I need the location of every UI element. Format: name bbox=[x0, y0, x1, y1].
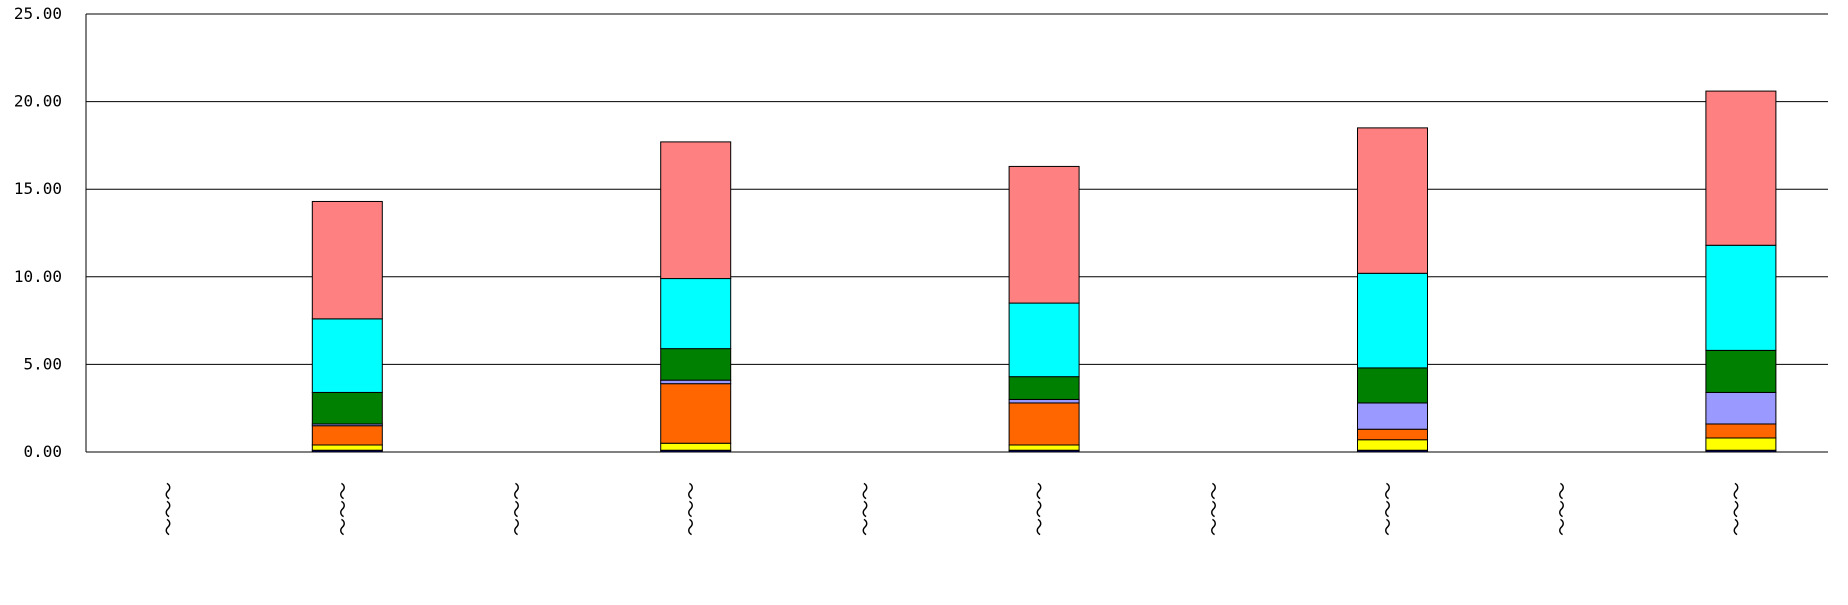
bar-segment bbox=[660, 383, 732, 444]
x-tick-label: 〜〜〜 bbox=[1376, 482, 1397, 536]
bar-segment bbox=[1705, 437, 1777, 451]
bar-segment bbox=[1008, 165, 1080, 304]
y-tick-label: 15.00 bbox=[14, 179, 62, 198]
y-tick-label: 20.00 bbox=[14, 92, 62, 111]
bar-segment bbox=[1008, 398, 1080, 404]
y-tick-label: 10.00 bbox=[14, 267, 62, 286]
bar-segment bbox=[660, 278, 732, 350]
bar-segment bbox=[660, 442, 732, 451]
bar-segment bbox=[1705, 349, 1777, 393]
bar-segment bbox=[1357, 272, 1428, 369]
x-tick-label: 〜〜〜 bbox=[1724, 482, 1745, 536]
x-tick-label: 〜〜〜 bbox=[1201, 482, 1222, 536]
y-axis-ticks: 0.00 5.00 10.00 15.00 20.00 25.00 bbox=[14, 4, 62, 461]
x-tick-label: 〜〜〜 bbox=[679, 482, 700, 536]
bar-segment bbox=[1357, 439, 1428, 451]
bar-segment bbox=[1357, 402, 1428, 430]
x-tick-label: 〜〜〜 bbox=[853, 482, 874, 536]
y-tick-label: 0.00 bbox=[23, 442, 62, 461]
bar-segment bbox=[660, 348, 732, 381]
bar-segment bbox=[311, 318, 383, 393]
x-tick-label: 〜〜〜 bbox=[156, 482, 177, 536]
x-tick-label: 〜〜〜 bbox=[505, 482, 526, 536]
bar-segment bbox=[1357, 367, 1428, 404]
y-tick-label: 5.00 bbox=[23, 354, 62, 373]
bar-segment bbox=[660, 141, 732, 280]
bar-segment bbox=[1008, 376, 1080, 400]
x-tick-label: 〜〜〜 bbox=[1550, 482, 1571, 536]
x-tick-label: 〜〜〜 bbox=[330, 482, 351, 536]
bar-segment bbox=[1008, 302, 1080, 378]
bar-segment bbox=[1008, 402, 1080, 446]
bars bbox=[311, 90, 1777, 453]
y-tick-label: 25.00 bbox=[14, 4, 62, 23]
bar-segment bbox=[1705, 391, 1777, 425]
x-tick-label: 〜〜〜 bbox=[1027, 482, 1048, 536]
bar-segment bbox=[1357, 428, 1428, 441]
bar-segment bbox=[1705, 244, 1777, 351]
bar-segment bbox=[311, 200, 383, 320]
bar-segment bbox=[1705, 423, 1777, 439]
bar-segment bbox=[311, 391, 383, 425]
bar-segment bbox=[311, 444, 383, 451]
x-axis-categories: 〜〜〜 〜〜〜 〜〜〜 〜〜〜 〜〜〜 〜〜〜 〜〜〜 〜〜〜 〜〜〜 〜〜〜 bbox=[156, 482, 1745, 536]
bar-segment bbox=[1357, 127, 1428, 274]
bar-segment bbox=[660, 379, 732, 385]
bar-segment bbox=[1705, 90, 1777, 246]
bar-segment bbox=[1008, 444, 1080, 451]
bar-segment bbox=[311, 425, 383, 446]
